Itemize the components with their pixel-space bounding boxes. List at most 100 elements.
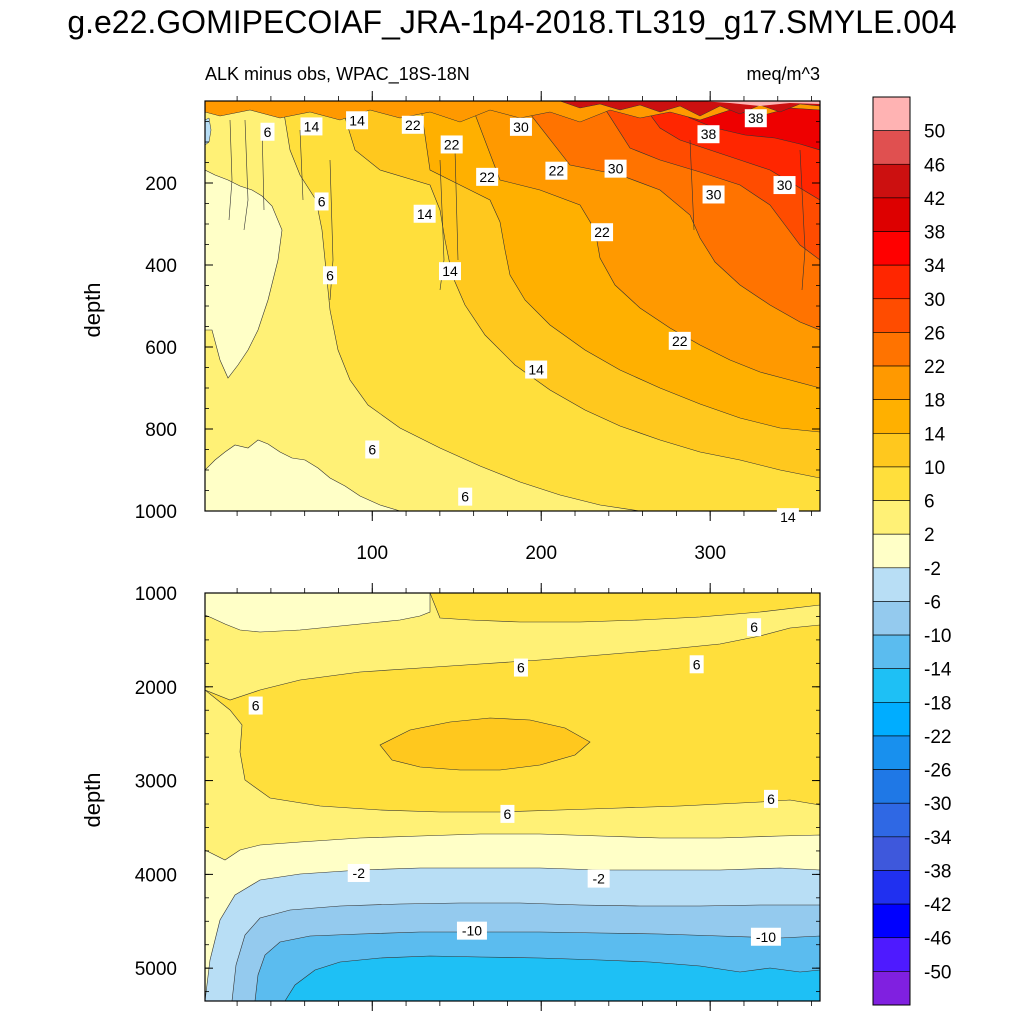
y-tick-label: 1000 xyxy=(135,502,177,523)
contour-label-bg xyxy=(668,331,691,350)
contour-label-bg xyxy=(545,161,568,180)
colorbar-swatch xyxy=(872,802,911,838)
contour-label: 22 xyxy=(476,167,499,186)
fill-band-neg14 xyxy=(284,955,820,1001)
contour-label: 30 xyxy=(509,117,532,136)
colorbar-swatch xyxy=(872,567,911,602)
contour-label: 14 xyxy=(346,111,369,130)
contour-label: 6 xyxy=(764,789,779,808)
contour-label-bg xyxy=(248,696,263,715)
contour-label: 14 xyxy=(413,204,436,223)
colorbar-level-label: -34 xyxy=(924,828,952,849)
upper-contour-fills xyxy=(205,101,820,511)
contour-label-bg xyxy=(323,266,338,285)
colorbar-swatch xyxy=(872,130,911,165)
contour-label: 14 xyxy=(525,360,548,379)
contour-label-bg xyxy=(525,360,548,379)
contour-label-bg xyxy=(773,176,796,195)
fill-band-neg2 xyxy=(205,117,212,146)
colorbar-swatch xyxy=(872,197,911,232)
colorbar-level-label: -26 xyxy=(924,761,951,782)
contour-label: -2 xyxy=(587,869,610,888)
fill-band-2-left xyxy=(205,169,283,379)
y-tick-label: 4000 xyxy=(135,865,177,886)
contour-label-text: -10 xyxy=(462,923,482,939)
contour-label-text: 6 xyxy=(252,698,260,714)
contour-label-text: 22 xyxy=(479,169,495,185)
colorbar-level-label: -30 xyxy=(924,794,951,815)
colorbar-swatch xyxy=(872,903,911,939)
contour-label-text: 14 xyxy=(780,509,796,525)
colorbar-level-label: -6 xyxy=(924,592,941,613)
upper-subtitle-right: meq/m^3 xyxy=(747,64,820,84)
colorbar-level-label: 46 xyxy=(924,155,945,176)
contour-label: 6 xyxy=(689,655,704,674)
contour-label: 22 xyxy=(545,161,568,180)
contour-label-text: 22 xyxy=(672,333,688,349)
colorbar-swatch xyxy=(872,264,911,300)
colorbar-level-label: 26 xyxy=(924,323,945,344)
contour-label-text: 6 xyxy=(693,656,701,672)
colorbar-level-label: 10 xyxy=(924,458,945,479)
colorbar-level-label: -10 xyxy=(924,626,951,647)
contour-label-bg xyxy=(438,262,461,281)
fill-band-10-top xyxy=(429,593,820,623)
contour-label-bg xyxy=(750,927,781,946)
contour-label-text: 14 xyxy=(349,112,365,128)
contour-label-bg xyxy=(346,111,369,130)
y-tick-label: 5000 xyxy=(135,959,177,980)
contour-label-text: 22 xyxy=(405,117,421,133)
contour-label: 14 xyxy=(300,117,323,136)
contour-label: 6 xyxy=(747,618,762,637)
contour-label-bg xyxy=(513,658,528,677)
contour-label-text: 6 xyxy=(517,660,525,676)
colorbar-frame xyxy=(872,96,911,1006)
y-tick-label: 3000 xyxy=(135,772,177,793)
contour-label-bg xyxy=(747,618,762,637)
colorbar-swatch xyxy=(872,399,911,434)
contour-label-bg xyxy=(458,487,473,506)
colorbar-swatch xyxy=(872,500,911,535)
x-tick-label: 200 xyxy=(525,543,557,564)
contour-label-text: 30 xyxy=(513,119,529,135)
colorbar-level-label: 14 xyxy=(924,424,946,445)
colorbar-swatch xyxy=(872,668,911,703)
colorbar-swatch xyxy=(872,937,911,972)
contour-label: 14 xyxy=(438,262,461,281)
upper-axes: 200 400 600 800 1000 100 200 300 xyxy=(135,91,820,564)
colorbar-swatch xyxy=(872,634,911,670)
contour-label-bg xyxy=(260,122,275,141)
contour-label-bg xyxy=(604,159,627,178)
colorbar-swatch xyxy=(872,870,911,905)
lower-ylabel: depth xyxy=(80,772,105,827)
colorbar: 50 46 42 38 34 30 26 22 18 14 10 6 2 -2 -6 -10 -14 -18 -22… xyxy=(872,96,952,1006)
contour-label-bg xyxy=(365,440,380,459)
fill-band-10 xyxy=(205,624,820,813)
colorbar-swatch xyxy=(872,365,911,400)
colorbar-level-label: 50 xyxy=(924,122,945,143)
contour-label-bg xyxy=(744,109,767,128)
colorbar-swatch xyxy=(872,836,911,871)
contour-label-text: 14 xyxy=(417,206,433,222)
contour-label-text: 6 xyxy=(326,267,334,283)
contour-label-text: 14 xyxy=(528,362,544,378)
contour-label: -10 xyxy=(456,921,487,940)
contour-label-text: 14 xyxy=(304,118,320,134)
colorbar-level-label: -22 xyxy=(924,727,951,748)
contour-label-text: 6 xyxy=(461,489,469,505)
contour-label-text: 14 xyxy=(442,263,458,279)
contour-label-bg xyxy=(500,804,515,823)
contour-label-bg xyxy=(413,204,436,223)
colorbar-swatch xyxy=(872,735,911,770)
colorbar-swatch xyxy=(872,466,911,501)
contour-label-text: 6 xyxy=(504,806,512,822)
contour-label-text: 38 xyxy=(701,126,717,142)
contour-label-bg xyxy=(689,655,704,674)
colorbar-level-label: 30 xyxy=(924,290,945,311)
upper-subtitle-left: ALK minus obs, WPAC_18S-18N xyxy=(205,64,470,85)
fill-surface-pink xyxy=(700,101,820,106)
upper-contour-labels: 6 14 14 22 22 30 38 38 22 22 30 30 30 6 14 22 6 14 22 14 6 6 1… xyxy=(260,109,799,527)
contour-label-text: 30 xyxy=(608,161,624,177)
contour-label-bg xyxy=(587,869,610,888)
